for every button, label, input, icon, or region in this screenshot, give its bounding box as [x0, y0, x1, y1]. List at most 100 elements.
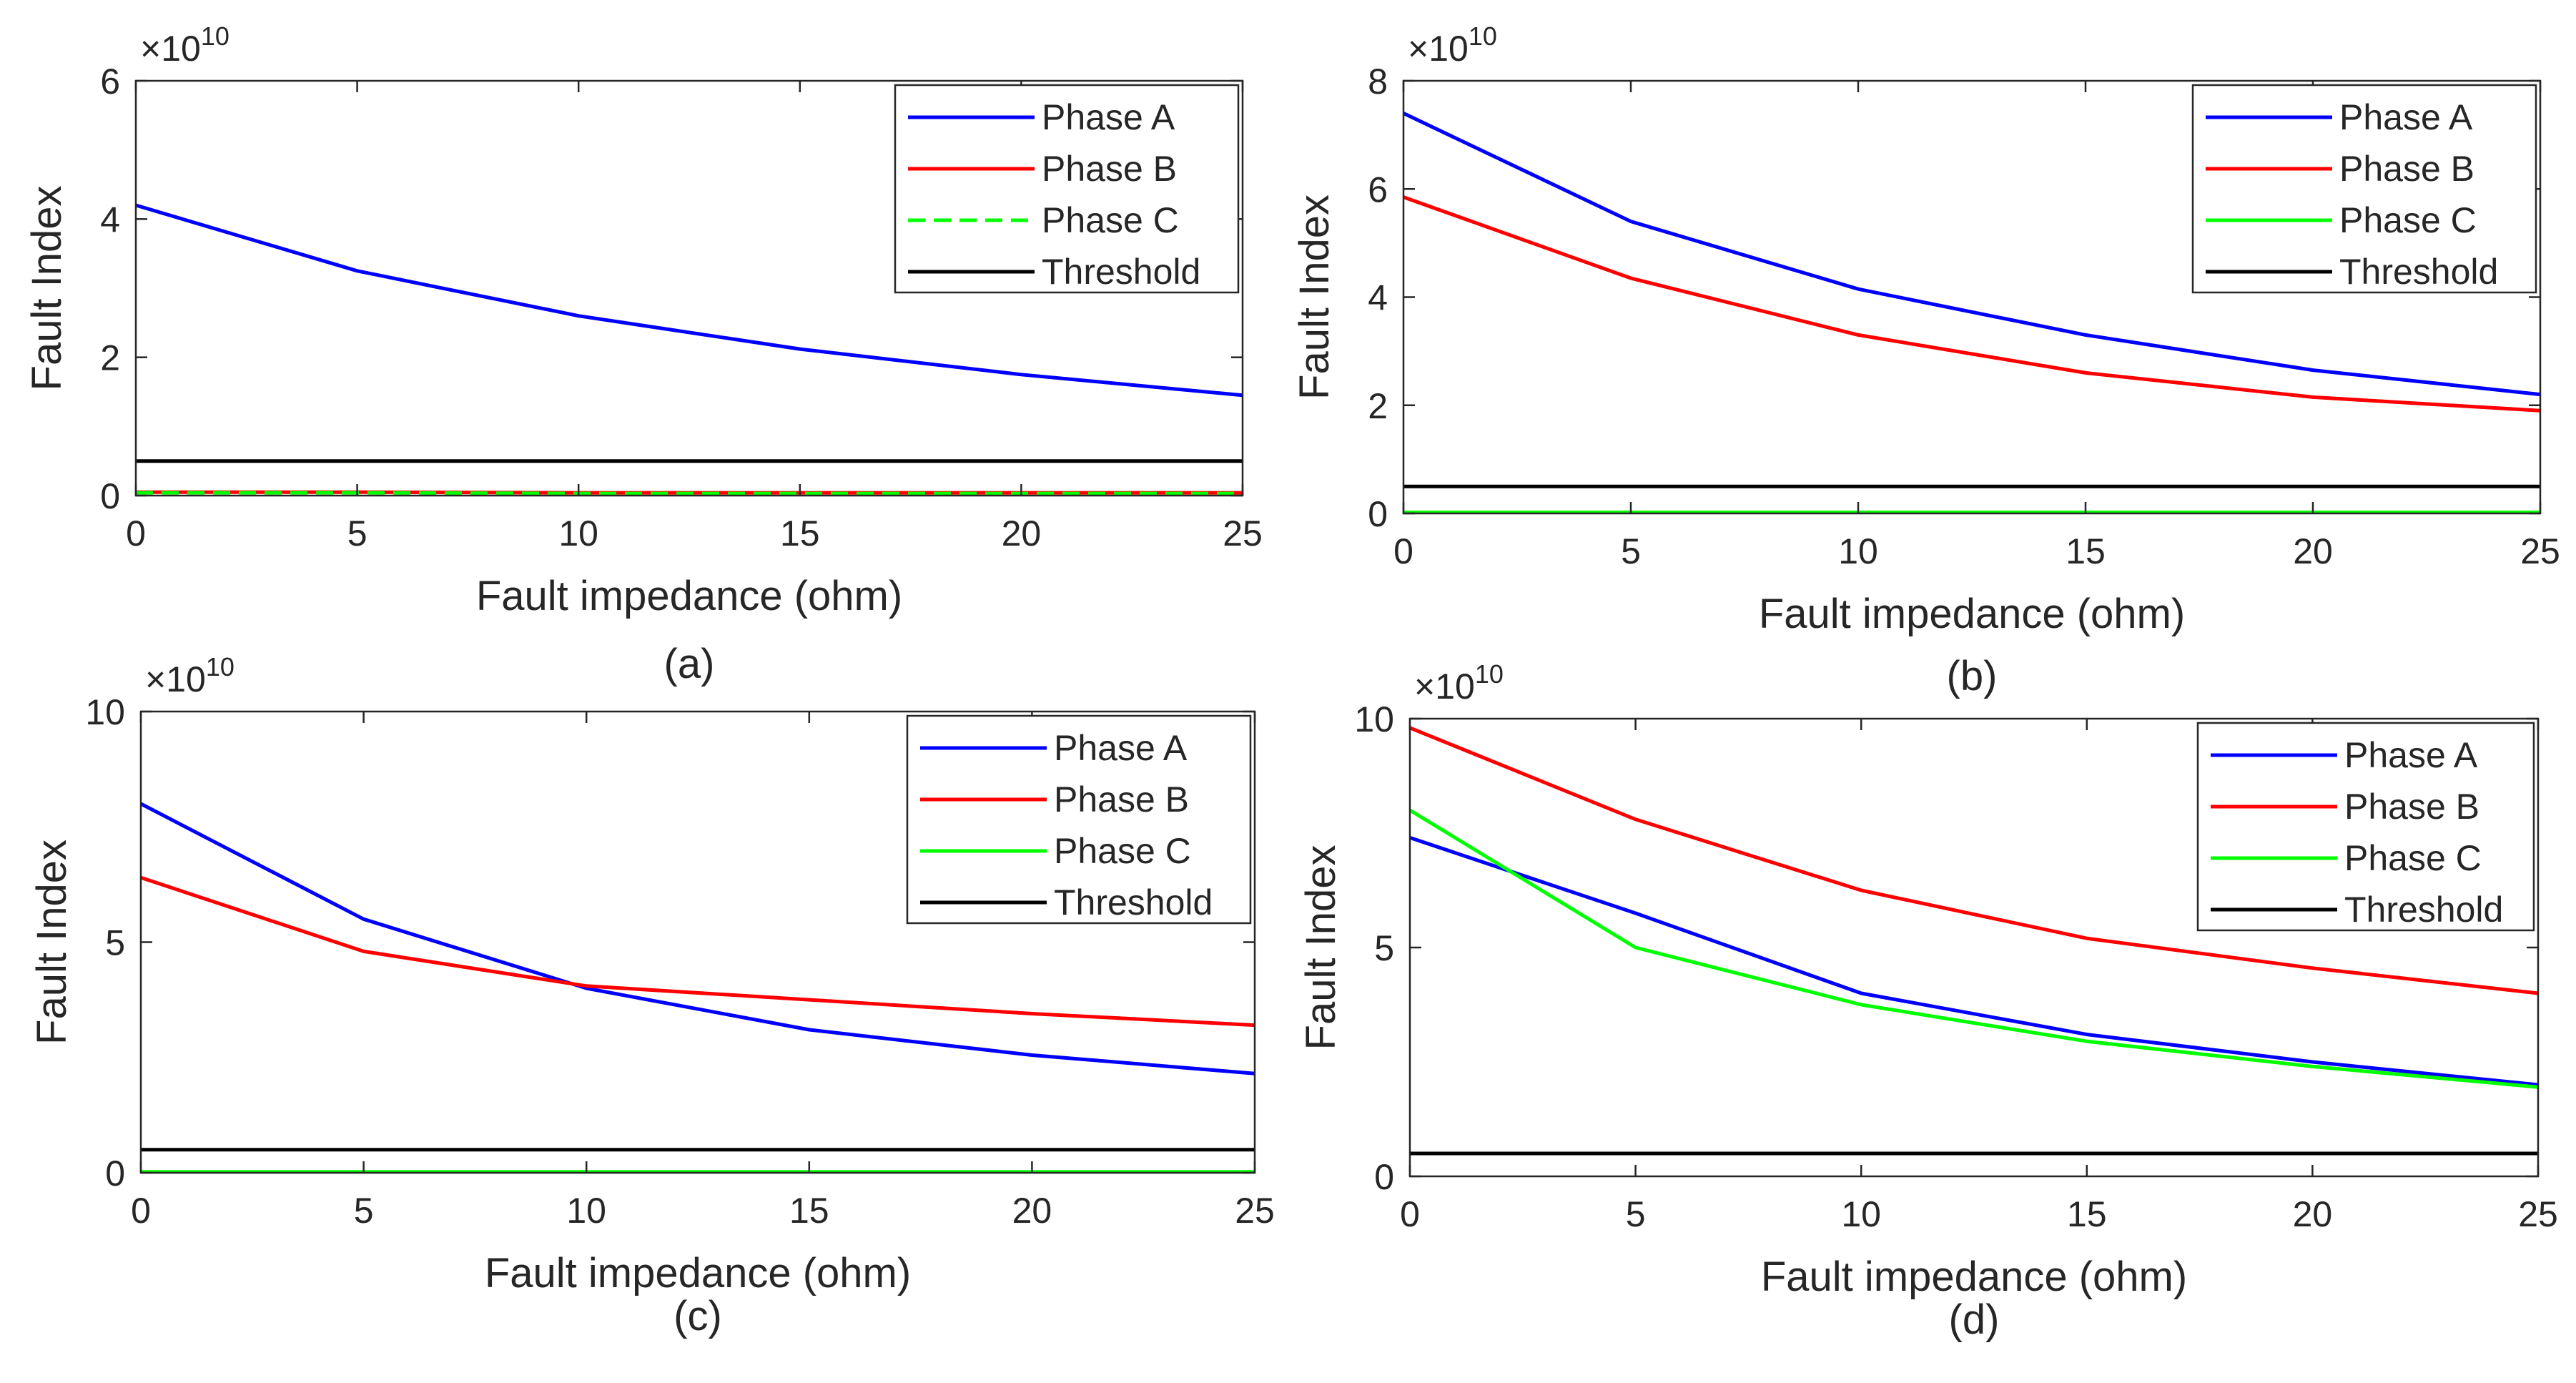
legend-label-phase-a: Phase A	[2339, 97, 2473, 137]
y-tick-label: 2	[100, 338, 120, 378]
legend: Phase A Phase B Phase C Threshold	[894, 84, 1240, 294]
legend-label-threshold: Threshold	[1042, 252, 1200, 292]
x-tick-label: 5	[1626, 1194, 1646, 1234]
y-tick-label: 6	[100, 61, 120, 102]
y-tick-label: 2	[1368, 386, 1388, 426]
y-tick-label: 6	[1368, 169, 1388, 210]
y-tick-label: 0	[105, 1153, 125, 1193]
y-axis-label: Fault Index	[1298, 845, 1344, 1050]
legend-label-phase-c: Phase C	[1054, 831, 1191, 871]
x-tick-label: 15	[780, 513, 820, 553]
legend-label-phase-c: Phase C	[1042, 200, 1179, 240]
x-tick-label: 0	[126, 513, 146, 553]
legend: Phase A Phase B Phase C Threshold	[906, 714, 1252, 925]
y-exponent-base: ×10	[140, 29, 201, 69]
x-tick-label: 0	[131, 1191, 151, 1231]
y-axis-label: Fault Index	[24, 186, 70, 391]
x-tick-label: 10	[1838, 531, 1878, 571]
x-tick-label: 25	[1223, 513, 1263, 553]
legend-label-phase-b: Phase B	[2339, 149, 2474, 189]
x-tick-label: 20	[2293, 1194, 2333, 1234]
y-exponent-base: ×10	[1414, 666, 1475, 707]
x-tick-label: 5	[1621, 531, 1641, 571]
panel-label: (b)	[1947, 653, 1998, 699]
x-tick-label: 0	[1400, 1194, 1420, 1234]
legend-label-threshold: Threshold	[2344, 890, 2503, 930]
series-line-phase-a	[139, 802, 1255, 1076]
y-tick-label: 10	[85, 692, 125, 732]
x-axis-label: Fault impedance (ohm)	[485, 1250, 911, 1296]
x-tick-label: 10	[558, 513, 598, 553]
legend-box	[906, 714, 1252, 925]
y-axis-label: Fault Index	[29, 840, 75, 1045]
legend-label-threshold: Threshold	[2339, 252, 2498, 292]
x-tick-label: 25	[2518, 1194, 2558, 1234]
x-tick-label: 15	[789, 1191, 829, 1231]
x-tick-label: 5	[354, 1191, 374, 1231]
y-exponent-label: ×1010	[140, 21, 230, 69]
x-axis-label: Fault impedance (ohm)	[476, 573, 902, 619]
legend-label-phase-a: Phase A	[1054, 728, 1188, 768]
x-tick-label: 15	[2067, 1194, 2107, 1234]
y-exponent-label: ×1010	[145, 652, 235, 699]
y-exponent-power: 10	[1469, 21, 1497, 51]
y-tick-label: 0	[100, 476, 120, 516]
series-line-phase-b	[1403, 195, 2541, 413]
y-tick-label: 4	[100, 200, 120, 240]
legend-label-phase-b: Phase B	[1042, 149, 1177, 189]
legend-label-phase-a: Phase A	[1042, 97, 1175, 137]
series-line-phase-b	[140, 875, 1255, 1028]
y-exponent-power: 10	[201, 21, 230, 51]
y-tick-label: 0	[1368, 494, 1388, 534]
legend-label-threshold: Threshold	[1054, 882, 1213, 922]
x-tick-label: 20	[2293, 531, 2333, 571]
y-tick-label: 8	[1368, 61, 1388, 102]
x-tick-label: 5	[347, 513, 367, 553]
legend-box	[894, 84, 1240, 294]
legend: Phase A Phase B Phase C Threshold	[2191, 84, 2537, 294]
y-axis-label: Fault Index	[1291, 195, 1338, 400]
y-exponent-power: 10	[1475, 659, 1504, 689]
y-tick-label: 5	[105, 923, 125, 963]
series-line-phase-b	[1409, 726, 2539, 995]
x-tick-label: 25	[2520, 531, 2560, 571]
x-axis-label: Fault impedance (ohm)	[1761, 1254, 2187, 1300]
legend-label-phase-c: Phase C	[2344, 838, 2482, 878]
x-axis-label: Fault impedance (ohm)	[1759, 591, 2185, 637]
panel-label: (c)	[673, 1293, 722, 1339]
legend-label-phase-b: Phase B	[2344, 787, 2479, 827]
series-line-phase-a	[1402, 112, 2541, 397]
y-exponent-label: ×1010	[1408, 21, 1497, 69]
x-tick-label: 20	[1002, 513, 1042, 553]
x-tick-label: 10	[566, 1191, 606, 1231]
axes-frame	[134, 79, 1244, 497]
series-line-phase-c	[1408, 808, 2539, 1089]
y-tick-label: 10	[1354, 699, 1394, 739]
legend-label-phase-c: Phase C	[2339, 200, 2477, 240]
panel-label: (a)	[664, 641, 715, 687]
legend: Phase A Phase B Phase C Threshold	[2196, 722, 2535, 932]
x-tick-label: 0	[1393, 531, 1413, 571]
y-tick-label: 5	[1374, 928, 1394, 968]
legend-box	[2196, 722, 2535, 932]
legend-label-phase-b: Phase B	[1054, 779, 1189, 820]
x-tick-label: 25	[1235, 1191, 1275, 1231]
x-tick-label: 20	[1012, 1191, 1052, 1231]
x-tick-label: 10	[1841, 1194, 1881, 1234]
y-tick-label: 0	[1374, 1157, 1394, 1197]
y-exponent-label: ×1010	[1414, 659, 1504, 707]
y-exponent-base: ×10	[1408, 29, 1469, 69]
legend-box	[2191, 84, 2537, 294]
series-line-phase-a	[1409, 836, 2539, 1087]
panel-label: (d)	[1949, 1296, 2000, 1343]
y-exponent-power: 10	[206, 652, 235, 681]
y-tick-label: 4	[1368, 278, 1388, 318]
legend-label-phase-a: Phase A	[2344, 735, 2478, 775]
x-tick-label: 15	[2066, 531, 2106, 571]
y-exponent-base: ×10	[145, 659, 206, 699]
